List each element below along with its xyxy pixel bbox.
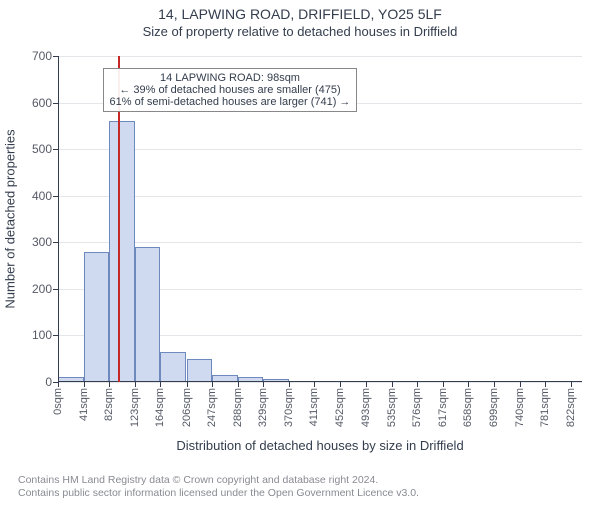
- x-tick-label: 617sqm: [437, 382, 449, 427]
- x-tick-label: 411sqm: [308, 382, 320, 426]
- x-tick-label: 164sqm: [154, 382, 166, 427]
- x-tick-label: 576sqm: [411, 382, 423, 427]
- x-tick-label: 452sqm: [334, 382, 346, 427]
- x-tick-label: 535sqm: [386, 382, 398, 427]
- attribution-text: Contains HM Land Registry data © Crown c…: [18, 474, 419, 500]
- attribution-line-1: Contains HM Land Registry data © Crown c…: [18, 474, 419, 487]
- x-tick-label: 206sqm: [181, 382, 193, 427]
- x-tick-label: 329sqm: [257, 382, 269, 427]
- x-tick-label: 822sqm: [565, 382, 577, 427]
- grid-line: [58, 56, 582, 57]
- x-tick-label: 247sqm: [206, 382, 218, 427]
- y-axis-line: [58, 56, 59, 382]
- chart-container: 01002003004005006007000sqm41sqm82sqm123s…: [0, 50, 600, 450]
- histogram-bar: [109, 121, 135, 382]
- x-tick-label: 288sqm: [232, 382, 244, 427]
- y-axis-label: Number of detached properties: [3, 129, 18, 308]
- x-tick-label: 658sqm: [462, 382, 474, 427]
- grid-line: [58, 196, 582, 197]
- plot-area: 01002003004005006007000sqm41sqm82sqm123s…: [58, 56, 582, 382]
- x-axis-label: Distribution of detached houses by size …: [58, 438, 582, 453]
- histogram-bar: [135, 247, 161, 382]
- x-tick-label: 123sqm: [129, 382, 141, 427]
- annotation-box: 14 LAPWING ROAD: 98sqm← 39% of detached …: [103, 68, 358, 112]
- x-tick-label: 370sqm: [283, 382, 295, 427]
- page-subtitle: Size of property relative to detached ho…: [0, 24, 600, 39]
- attribution-line-2: Contains public sector information licen…: [18, 487, 419, 500]
- x-axis-line: [58, 381, 582, 382]
- x-tick-label: 493sqm: [360, 382, 372, 427]
- annotation-line: ← 39% of detached houses are smaller (47…: [110, 84, 351, 96]
- x-tick-label: 740sqm: [514, 382, 526, 427]
- histogram-bar: [187, 359, 213, 382]
- grid-line: [58, 242, 582, 243]
- annotation-line: 14 LAPWING ROAD: 98sqm: [110, 72, 351, 84]
- x-tick-label: 781sqm: [539, 382, 551, 427]
- x-tick-label: 41sqm: [78, 382, 90, 421]
- annotation-line: 61% of semi-detached houses are larger (…: [110, 96, 351, 108]
- x-tick-label: 82sqm: [103, 382, 115, 421]
- page-title: 14, LAPWING ROAD, DRIFFIELD, YO25 5LF: [0, 6, 600, 22]
- x-tick-label: 699sqm: [488, 382, 500, 427]
- grid-line: [58, 149, 582, 150]
- histogram-bar: [160, 352, 186, 382]
- histogram-bar: [84, 252, 110, 382]
